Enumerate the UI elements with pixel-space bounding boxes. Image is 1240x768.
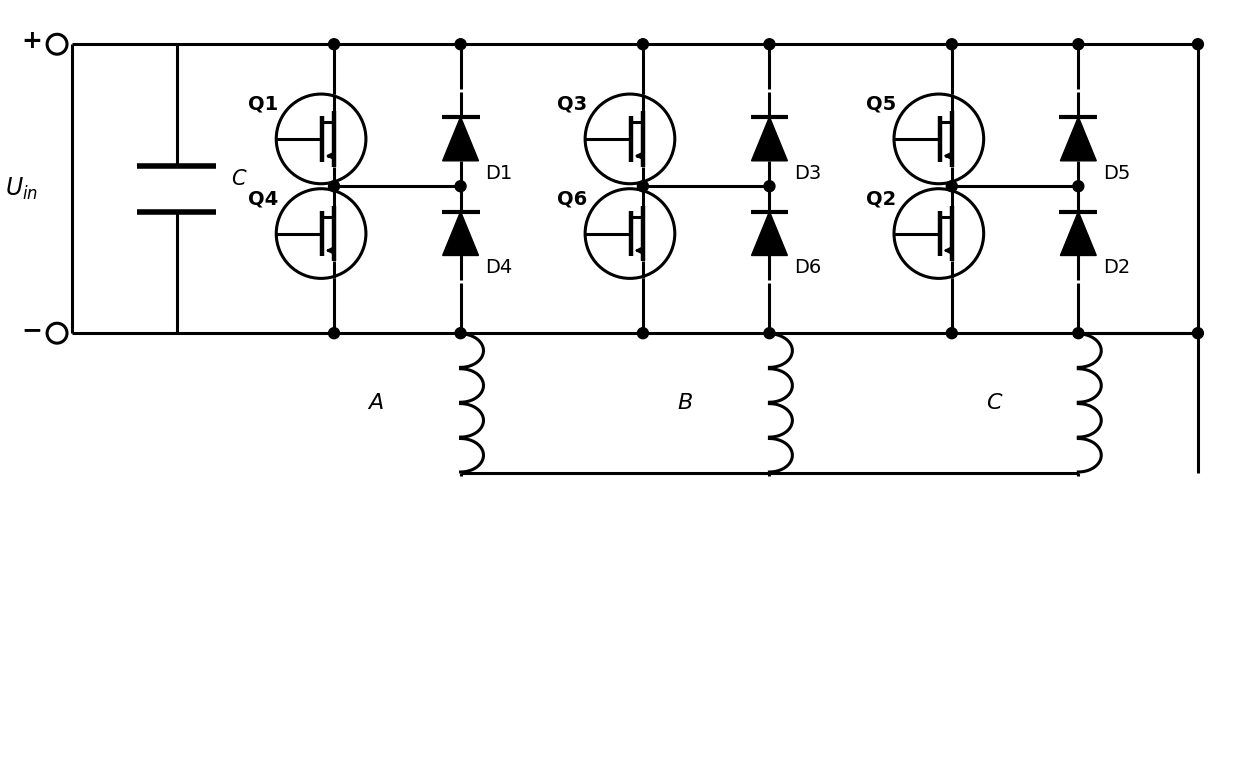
Text: D4: D4 <box>486 259 512 277</box>
Text: +: + <box>21 29 42 53</box>
Text: $U_{in}$: $U_{in}$ <box>5 176 38 202</box>
Text: −: − <box>21 318 42 343</box>
Polygon shape <box>1060 212 1096 256</box>
Text: A: A <box>368 393 383 413</box>
Circle shape <box>764 328 775 339</box>
Circle shape <box>946 38 957 50</box>
Text: D6: D6 <box>795 259 822 277</box>
Text: D2: D2 <box>1104 259 1131 277</box>
Circle shape <box>329 38 340 50</box>
Circle shape <box>946 180 957 192</box>
Circle shape <box>329 180 340 192</box>
Text: Q5: Q5 <box>866 94 897 114</box>
Text: D3: D3 <box>795 164 822 183</box>
Circle shape <box>1073 38 1084 50</box>
Circle shape <box>1193 38 1203 50</box>
Text: Q1: Q1 <box>248 94 279 114</box>
Circle shape <box>455 328 466 339</box>
Circle shape <box>455 180 466 192</box>
Circle shape <box>455 38 466 50</box>
Circle shape <box>764 38 775 50</box>
Text: Q4: Q4 <box>248 189 279 208</box>
Text: C: C <box>232 169 246 189</box>
Text: D5: D5 <box>1104 164 1131 183</box>
Circle shape <box>764 180 775 192</box>
Text: D1: D1 <box>486 164 512 183</box>
Text: B: B <box>677 393 692 413</box>
Polygon shape <box>443 117 479 161</box>
Text: Q6: Q6 <box>557 189 588 208</box>
Circle shape <box>637 38 649 50</box>
Circle shape <box>637 328 649 339</box>
Circle shape <box>1073 180 1084 192</box>
Polygon shape <box>1060 117 1096 161</box>
Polygon shape <box>751 117 787 161</box>
Circle shape <box>946 328 957 339</box>
Circle shape <box>1073 328 1084 339</box>
Polygon shape <box>751 212 787 256</box>
Text: C: C <box>986 393 1002 413</box>
Circle shape <box>1193 328 1203 339</box>
Polygon shape <box>443 212 479 256</box>
Text: Q2: Q2 <box>866 189 897 208</box>
Circle shape <box>637 180 649 192</box>
Circle shape <box>329 328 340 339</box>
Text: Q3: Q3 <box>557 94 588 114</box>
